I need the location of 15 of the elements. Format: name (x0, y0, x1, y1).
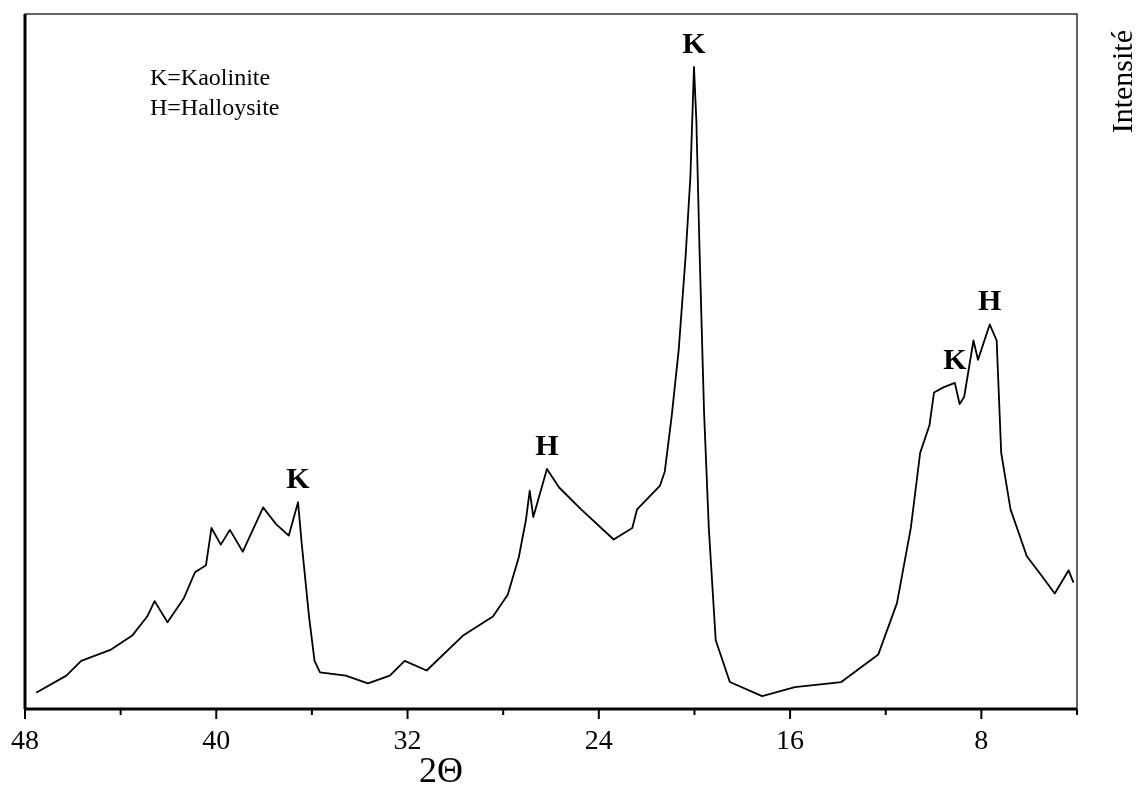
x-tick-label: 16 (776, 724, 805, 755)
annotation: K (943, 341, 968, 375)
annotation: K (286, 461, 311, 495)
x-axis-title: 2Θ (419, 750, 463, 790)
annotation: H=Halloysite (150, 94, 280, 120)
annotation: H (535, 427, 559, 461)
annotation: K=Kaolinite (150, 64, 271, 90)
x-tick-label: 8 (974, 724, 989, 755)
annotation: H (978, 283, 1002, 317)
x-tick-label: 48 (11, 724, 39, 755)
x-tick-label: 24 (584, 724, 613, 755)
y-axis-title: Intensité (1105, 30, 1138, 134)
x-tick-label: 40 (202, 724, 231, 755)
x-tick-label: 32 (393, 724, 422, 755)
annotation: K (682, 26, 707, 59)
